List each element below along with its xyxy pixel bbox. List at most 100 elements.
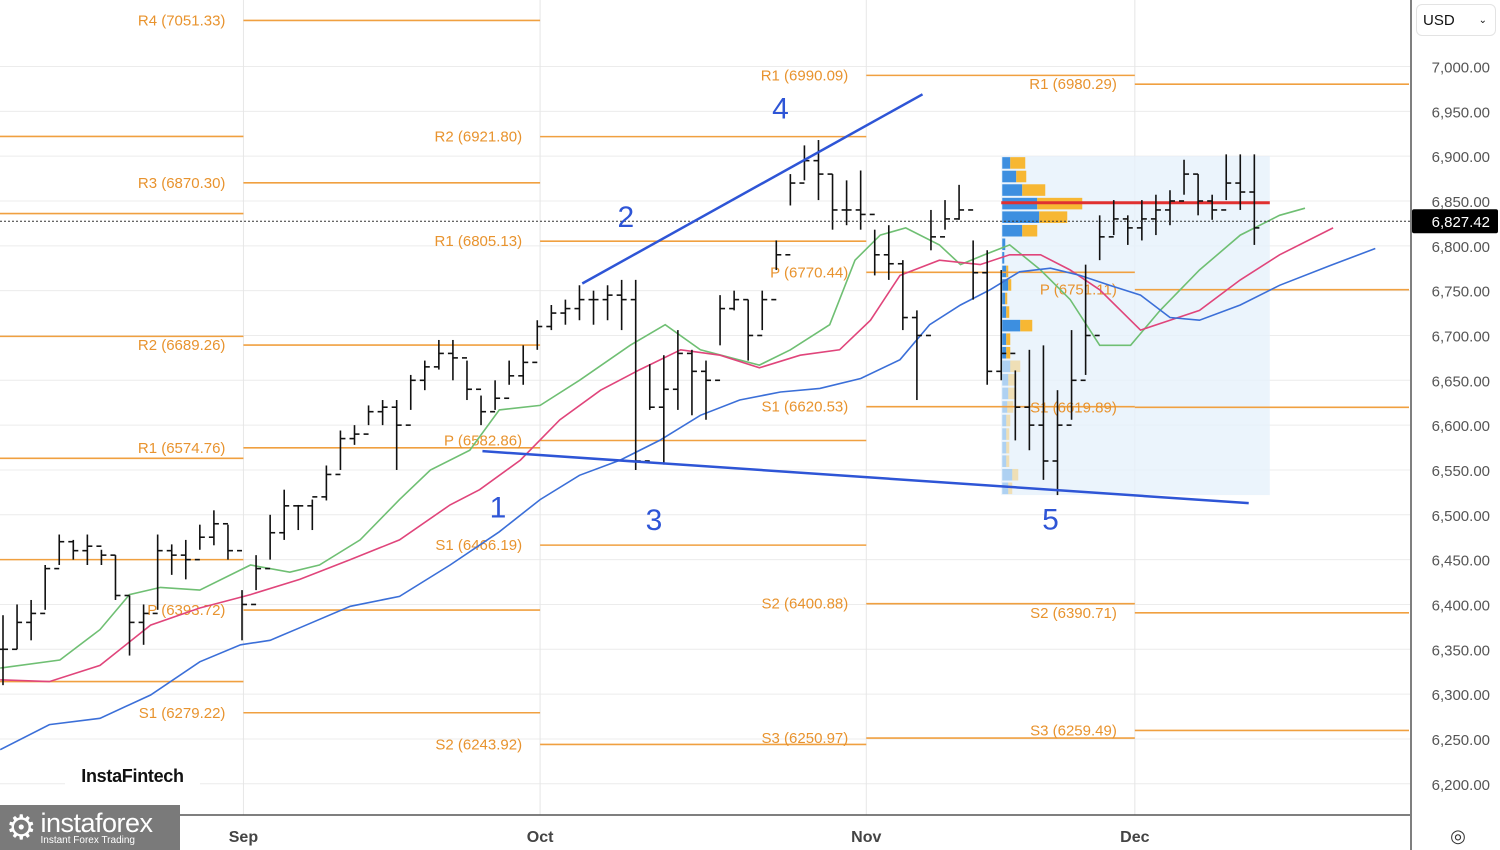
volume-bar-buy <box>1002 157 1011 169</box>
trend-lines[interactable] <box>482 93 1249 505</box>
trend-line-upper <box>581 93 924 285</box>
volume-bar-sell <box>1008 374 1017 386</box>
ohlc-bar <box>715 295 726 382</box>
price-tick-label: 6,650.00 <box>1432 373 1490 390</box>
ohlc-bar <box>26 599 37 641</box>
ohlc-bar <box>968 209 979 300</box>
volume-bar-sell <box>1006 333 1011 345</box>
volume-bar-sell <box>1008 387 1017 400</box>
volume-bar-sell <box>1006 441 1010 454</box>
last-price-badge <box>1412 209 1498 234</box>
ohlc-bar <box>869 213 880 276</box>
wave-labels: 1 2 3 4 5 <box>490 93 1059 538</box>
wave-label: 5 <box>1042 503 1059 536</box>
volume-bar-buy <box>1002 360 1011 373</box>
volume-bar-sell <box>1020 319 1033 332</box>
time-tick-label: Dec <box>1120 829 1149 846</box>
pivot-label: R1 (6990.09) <box>761 67 849 84</box>
pivot-label: S3 (6250.97) <box>762 730 849 747</box>
trend-line-lower <box>482 449 1249 505</box>
ohlc-bar <box>222 522 233 560</box>
volume-bar-sell <box>1006 306 1010 318</box>
ohlc-bar <box>1080 264 1091 382</box>
volume-bar-buy <box>1002 482 1009 495</box>
ohlc-bar <box>630 279 641 470</box>
ohlc-bar <box>827 173 838 230</box>
instafintech-logo-text: InstaFintech <box>81 765 184 786</box>
ohlc-bar <box>897 260 908 331</box>
ohlc-bar <box>996 270 1007 381</box>
volume-bar-sell <box>1006 428 1010 440</box>
volume-bar-buy <box>1002 211 1040 223</box>
volume-bar-buy <box>1002 238 1006 251</box>
moving-average-fast <box>0 207 1306 669</box>
volume-bar-buy <box>1002 252 1005 264</box>
ohlc-bar <box>96 545 107 566</box>
ohlc-bar <box>208 510 219 546</box>
ohlc-bar <box>433 339 444 370</box>
pivot-label: S2 (6243.92) <box>435 736 522 753</box>
ohlc-bar <box>1094 215 1105 337</box>
ohlc-bar <box>1235 154 1246 210</box>
ohlc-bar <box>925 209 936 337</box>
ohlc-bar <box>799 145 810 184</box>
ohlc-bar <box>841 180 852 226</box>
ohlc-bar <box>1010 352 1021 441</box>
ohlc-bar <box>1221 154 1232 211</box>
ohlc-bar <box>883 225 894 280</box>
volume-bar-sell <box>1016 170 1027 183</box>
ohlc-bar <box>911 310 922 401</box>
volume-bar-sell <box>1005 292 1008 305</box>
volume-bar-buy <box>1002 441 1007 454</box>
volume-bar-buy <box>1002 224 1023 237</box>
volume-profile <box>1001 156 1270 496</box>
wave-label: 1 <box>490 492 507 525</box>
ohlc-bar <box>405 374 416 426</box>
volume-bar-buy <box>1002 414 1007 427</box>
settings-icon[interactable]: ◎ <box>1450 825 1466 846</box>
volume-bar-sell <box>1039 211 1068 223</box>
volume-bar-buy <box>1002 292 1006 305</box>
ohlc-bar <box>476 388 487 426</box>
ohlc-bars <box>0 140 1410 686</box>
ohlc-bar <box>265 514 276 570</box>
time-tick-label: Oct <box>527 829 554 846</box>
instaforex-gear-icon: ⚙ <box>6 808 37 847</box>
volume-bar-sell <box>1010 360 1021 373</box>
ohlc-bar <box>785 174 796 256</box>
price-tick-label: 6,850.00 <box>1432 194 1490 211</box>
ohlc-bar <box>729 290 740 311</box>
ohlc-bar <box>82 534 93 566</box>
ohlc-bar <box>461 357 472 401</box>
volume-bar-sell <box>1008 279 1012 291</box>
price-tick-label: 6,550.00 <box>1432 463 1490 480</box>
ohlc-bar <box>1122 215 1133 245</box>
ohlc-bar <box>335 430 346 476</box>
instaforex-tagline: Instant Forex Trading <box>40 834 135 846</box>
ohlc-bar <box>279 489 290 540</box>
ohlc-bar <box>490 380 501 413</box>
ohlc-bar <box>1066 330 1077 426</box>
ohlc-bar <box>546 304 557 331</box>
volume-bar-sell <box>1008 482 1013 495</box>
price-tick-label: 6,600.00 <box>1432 418 1490 435</box>
ohlc-bar <box>616 279 627 331</box>
ohlc-bar <box>813 140 824 201</box>
ohlc-bar <box>757 290 768 337</box>
wave-label: 2 <box>618 201 635 234</box>
price-tick-label: 6,950.00 <box>1432 104 1490 121</box>
volume-bar-buy <box>1002 387 1009 400</box>
volume-bar-sell <box>1010 157 1026 169</box>
volume-bar-sell <box>1006 455 1010 467</box>
pivot-label: P (6770.44) <box>770 264 848 281</box>
ohlc-bar <box>940 200 951 238</box>
volume-bar-buy <box>1002 170 1017 183</box>
ohlc-bar <box>658 355 669 465</box>
currency-selector[interactable]: USD ⌄ <box>1416 4 1496 36</box>
ohlc-bar <box>1164 190 1175 226</box>
time-tick-label: Sep <box>229 829 259 846</box>
pivot-levels: R4 (7051.33) R3 (6870.30) R2 (6689.26) R1 (… <box>0 12 1409 753</box>
ohlc-bar <box>110 554 121 600</box>
